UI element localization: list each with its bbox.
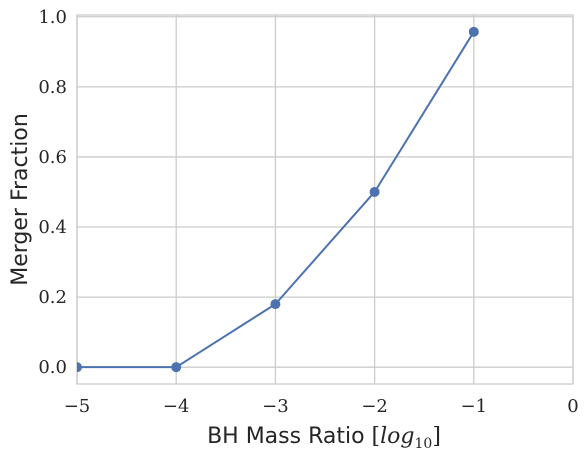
x-tick-label: −5 bbox=[64, 396, 91, 417]
y-tick-label: 1.0 bbox=[38, 7, 67, 28]
x-tick-label: 0 bbox=[567, 396, 578, 417]
y-axis-label: Merger Fraction bbox=[8, 113, 33, 286]
y-tick-label: 0.2 bbox=[38, 287, 67, 308]
data-point bbox=[270, 299, 281, 310]
x-axis-label-text: BH Mass Ratio bbox=[207, 424, 371, 449]
x-tick-label: −4 bbox=[163, 396, 190, 417]
x-axis-label-subscript: 10 bbox=[415, 436, 433, 452]
x-axis-label-log: log bbox=[380, 424, 414, 449]
y-tick-label: 0.8 bbox=[38, 77, 67, 98]
y-tick-label: 0.0 bbox=[38, 357, 67, 378]
tick-labels: −5 −4 −3 −2 −1 0 0.0 0.2 0.4 0.6 0.8 1.0 bbox=[38, 7, 578, 417]
grid bbox=[76, 15, 574, 384]
plot-frame bbox=[76, 14, 574, 385]
data-point bbox=[171, 362, 182, 373]
x-axis-label: BH Mass Ratio [log10] bbox=[207, 424, 441, 452]
series-group bbox=[77, 26, 479, 373]
x-tick-label: −3 bbox=[262, 396, 289, 417]
x-axis-label-bracket-close: ] bbox=[432, 424, 441, 449]
y-tick-label: 0.4 bbox=[38, 217, 67, 238]
y-tick-label: 0.6 bbox=[38, 147, 67, 168]
data-point bbox=[369, 186, 380, 197]
data-point bbox=[468, 26, 479, 37]
x-tick-label: −1 bbox=[461, 396, 488, 417]
series-layer bbox=[77, 26, 479, 373]
x-tick-label: −2 bbox=[361, 396, 388, 417]
x-axis-label-bracket-open: [ bbox=[372, 424, 381, 449]
data-point bbox=[77, 362, 82, 373]
